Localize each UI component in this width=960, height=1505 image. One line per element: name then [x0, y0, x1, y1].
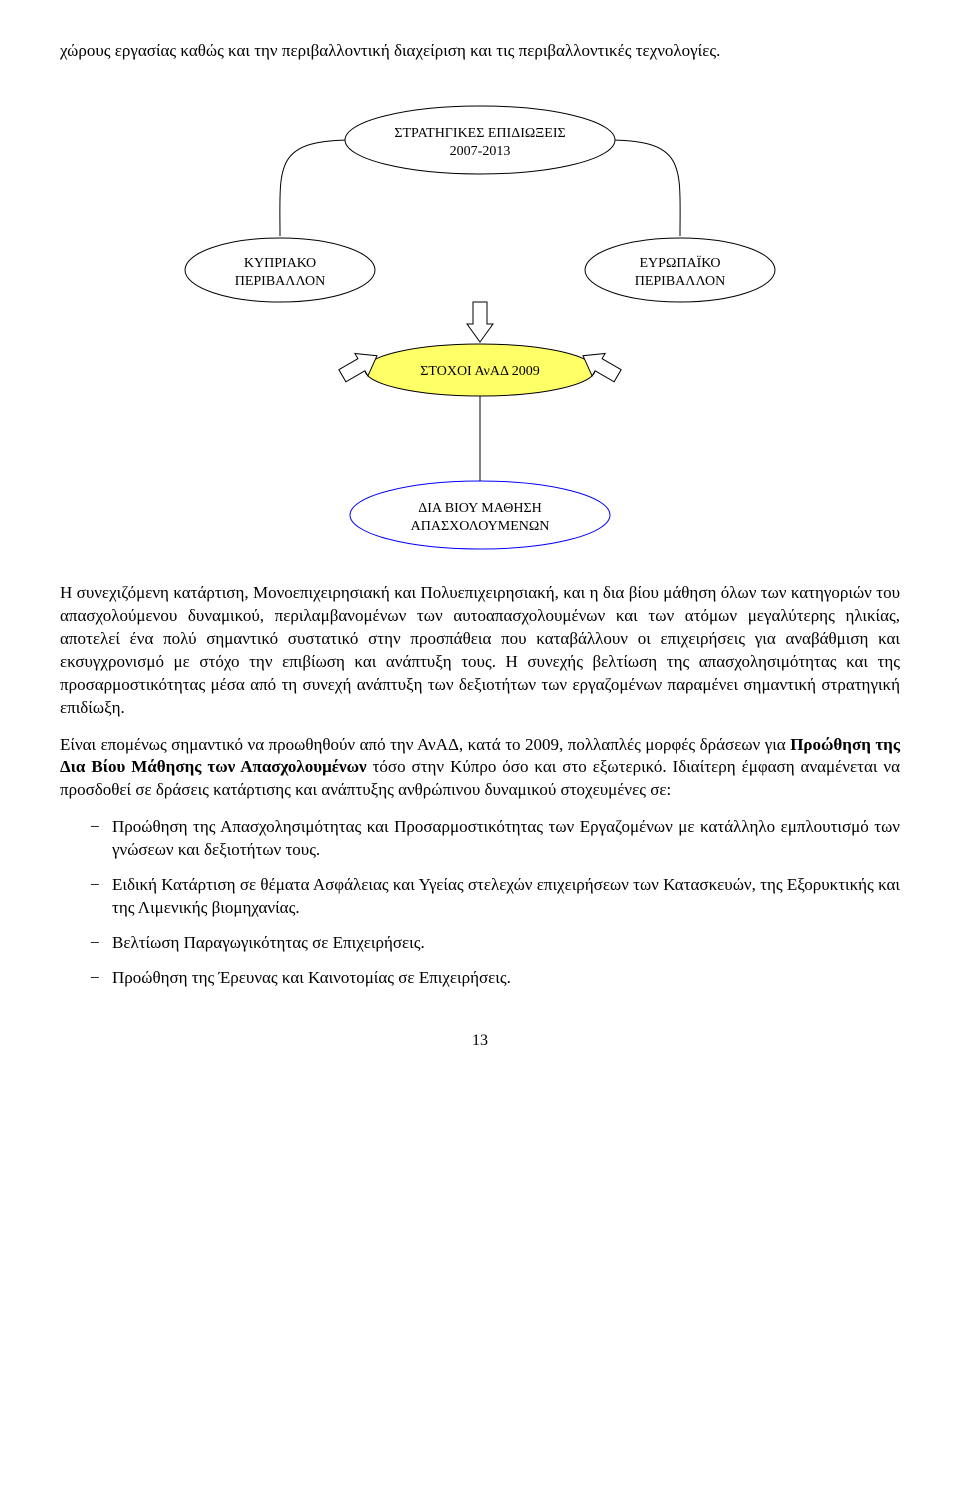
bullet-text: Ειδική Κατάρτιση σε θέματα Ασφάλειας και…: [112, 874, 900, 920]
node-label: ΔΙΑ ΒΙΟΥ ΜΑΘΗΣΗ: [418, 501, 541, 516]
flow-diagram: ΣΤΡΑΤΗΓΙΚΕΣ ΕΠΙΔΙΩΞΕΙΣ 2007-2013 ΚΥΠΡΙΑΚΟ Π…: [100, 85, 860, 562]
node-label: ΠΕΡΙΒΑΛΛΟΝ: [635, 274, 726, 289]
node-label: 2007-2013: [450, 144, 511, 159]
connector-top-left: [280, 140, 353, 236]
node-label: ΠΕΡΙΒΑΛΛΟΝ: [235, 274, 326, 289]
node-label: ΕΥΡΩΠΑΪΚΟ: [640, 254, 721, 271]
bullet-item: −Προώθηση της Έρευνας και Καινοτομίας σε…: [90, 967, 900, 990]
bullet-item: −Βελτίωση Παραγωγικότητας σε Επιχειρήσει…: [90, 932, 900, 955]
bullet-item: −Ειδική Κατάρτιση σε θέματα Ασφάλειας κα…: [90, 874, 900, 920]
node-label: ΑΠΑΣΧΟΛΟΥΜΕΝΩΝ: [411, 519, 550, 534]
bullet-item: −Προώθηση της Απασχολησιμότητας και Προσ…: [90, 816, 900, 862]
node-label: ΣΤΡΑΤΗΓΙΚΕΣ ΕΠΙΔΙΩΞΕΙΣ: [394, 126, 565, 141]
page-number: 13: [60, 1030, 900, 1052]
arrow-top-icon: [467, 302, 493, 342]
bullet-dash-icon: −: [90, 967, 112, 990]
intro-text: χώρους εργασίας καθώς και την περιβαλλον…: [60, 40, 900, 63]
node-label: ΣΤΟΧΟΙ ΑνΑΔ 2009: [420, 364, 539, 379]
bullet-text: Προώθηση της Απασχολησιμότητας και Προσα…: [112, 816, 900, 862]
para2-a: Είναι επομένως σημαντικό να προωθηθούν α…: [60, 735, 790, 754]
node-label: ΚΥΠΡΙΑΚΟ: [244, 256, 316, 271]
connector-top-right: [607, 140, 680, 236]
bullet-dash-icon: −: [90, 816, 112, 862]
bullet-dash-icon: −: [90, 874, 112, 920]
bullet-text: Προώθηση της Έρευνας και Καινοτομίας σε …: [112, 967, 900, 990]
paragraph-1: Η συνεχιζόμενη κατάρτιση, Μονοεπιχειρησι…: [60, 582, 900, 720]
bullet-text: Βελτίωση Παραγωγικότητας σε Επιχειρήσεις…: [112, 932, 900, 955]
bullet-list: −Προώθηση της Απασχολησιμότητας και Προσ…: [90, 816, 900, 990]
bullet-dash-icon: −: [90, 932, 112, 955]
paragraph-2: Είναι επομένως σημαντικό να προωθηθούν α…: [60, 734, 900, 803]
